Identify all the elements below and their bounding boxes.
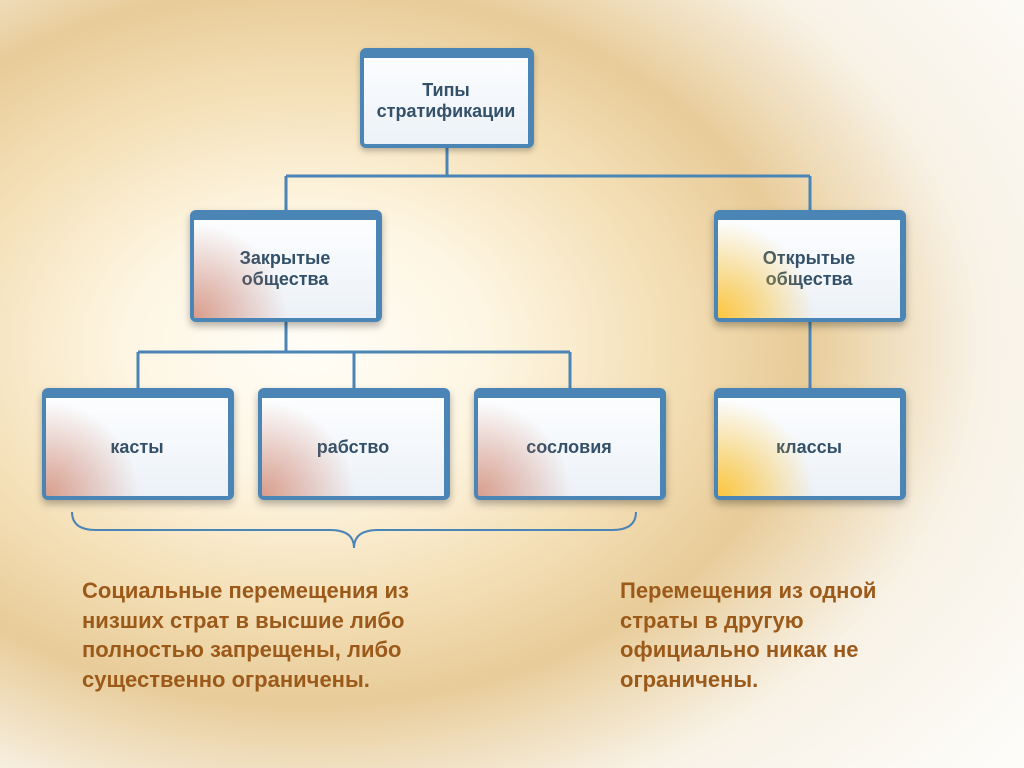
caption-text: Социальные перемещения из низших страт в… <box>82 578 409 692</box>
leaf-castes: касты <box>42 388 234 500</box>
node-label: рабство <box>317 437 390 458</box>
caption-closed: Социальные перемещения из низших страт в… <box>82 576 472 695</box>
caption-open: Перемещения из одной страты в другую офи… <box>620 576 940 695</box>
node-label: Закрытые общества <box>200 248 370 289</box>
root-node: Типы стратификации <box>360 48 534 148</box>
node-label: касты <box>110 437 163 458</box>
node-label: классы <box>776 437 842 458</box>
node-open-societies: Открытые общества <box>714 210 906 322</box>
caption-text: Перемещения из одной страты в другую офи… <box>620 578 876 692</box>
node-label: сословия <box>526 437 612 458</box>
leaf-slavery: рабство <box>258 388 450 500</box>
root-label: Типы стратификации <box>370 80 522 121</box>
leaf-classes: классы <box>714 388 906 500</box>
node-label: Открытые общества <box>724 248 894 289</box>
node-closed-societies: Закрытые общества <box>190 210 382 322</box>
leaf-estates: сословия <box>474 388 666 500</box>
